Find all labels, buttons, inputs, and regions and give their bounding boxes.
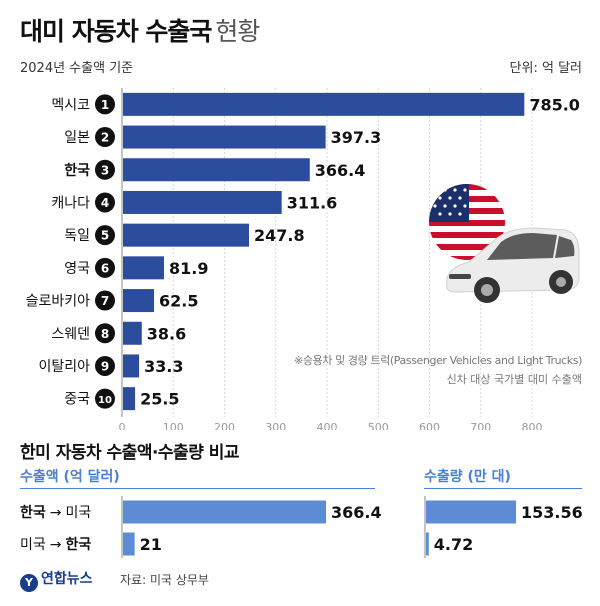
car-icon (446, 227, 580, 303)
rank-badge (95, 192, 115, 213)
amount-divider (20, 488, 375, 489)
x-tick-label: 500 (368, 421, 389, 430)
usa-flag-car-illustration (429, 184, 580, 303)
title-bold: 대미 자동차 수출국 (20, 17, 212, 46)
data-label: 33.3 (144, 357, 183, 376)
amount-value-label: 366.4 (331, 503, 382, 522)
data-label: 81.9 (169, 259, 208, 278)
to-country: 미국 (66, 505, 92, 521)
bar (123, 354, 140, 378)
x-tick-label: 100 (163, 421, 184, 430)
page-title: 대미 자동차 수출국 현황 (20, 12, 260, 48)
arrow-icon: → (50, 505, 62, 521)
rank-number: 1 (101, 98, 109, 112)
rank-number: 6 (101, 261, 109, 275)
comparison-title: 한미 자동차 수출액·수출량 비교 (20, 443, 240, 463)
footnote: ※승용차 및 경량 트럭(Passenger Vehicles and Ligh… (294, 354, 582, 367)
arrow-icon: → (50, 537, 62, 553)
x-tick-label: 0 (119, 421, 126, 430)
x-tick-label: 200 (214, 421, 235, 430)
bar (123, 289, 155, 313)
rank-number: 5 (101, 229, 109, 243)
rank-badge (95, 225, 115, 246)
volume-value-label: 4.72 (434, 535, 473, 554)
bar (123, 256, 164, 280)
data-label: 311.6 (287, 193, 338, 212)
volume-bar (426, 500, 516, 524)
source-label: 자료: 미국 상무부 (120, 573, 209, 587)
rank-number: 7 (101, 294, 109, 308)
x-tick-label: 600 (419, 421, 440, 430)
category-label: 일본 (64, 130, 90, 146)
volume-divider (424, 488, 582, 489)
volume-value-label: 153.56 (521, 503, 583, 522)
title-light: 현황 (215, 17, 260, 46)
unit-label: 단위: 억 달러 (509, 61, 582, 76)
from-country: 미국 (20, 537, 46, 553)
data-label: 785.0 (529, 95, 580, 114)
data-label: 38.6 (147, 324, 186, 343)
rank-number: 9 (101, 359, 109, 373)
rank-badge (95, 127, 115, 148)
to-country: 한국 (66, 537, 92, 553)
logo-text: 연합뉴스 (41, 571, 93, 587)
rank-number: 10 (98, 395, 112, 406)
rank-badge (95, 388, 115, 409)
data-label: 62.5 (159, 292, 198, 311)
footnote-sub: 신차 대상 국가별 대미 수출액 (446, 373, 582, 386)
bar (123, 158, 310, 182)
comparison-row-label: 한국 → 미국 (20, 505, 91, 521)
rank-badge (95, 355, 115, 376)
comparison-row-label: 미국 → 한국 (20, 537, 91, 553)
category-label: 멕시코 (51, 97, 90, 113)
volume-bar (426, 532, 429, 556)
category-label: 한국 (64, 163, 90, 179)
amount-value-label: 21 (140, 535, 162, 554)
rank-number: 8 (101, 327, 109, 341)
amount-legend: 수출액 (억 달러) (20, 469, 120, 485)
rank-number: 4 (101, 196, 109, 210)
data-label: 366.4 (315, 161, 366, 180)
rank-number: 2 (101, 131, 109, 145)
basis-label: 2024년 수출액 기준 (20, 61, 134, 76)
rank-badge (95, 290, 115, 311)
rank-badge (95, 159, 115, 180)
amount-bar (123, 500, 326, 524)
bar (123, 223, 249, 247)
bar (123, 190, 282, 214)
bar (123, 92, 525, 116)
amount-bar (123, 532, 135, 556)
bar (123, 125, 326, 149)
rank-badge (95, 323, 115, 344)
category-label: 슬로바키아 (26, 294, 91, 310)
category-label: 중국 (64, 392, 90, 408)
category-label: 영국 (64, 261, 90, 277)
yonhap-logo: Y 연합뉴스 (20, 568, 93, 592)
x-tick-label: 400 (317, 421, 338, 430)
rank-number: 3 (101, 163, 109, 177)
rank-badge (95, 257, 115, 278)
category-label: 캐나다 (51, 195, 90, 211)
bar (123, 387, 136, 411)
volume-legend: 수출량 (만 대) (424, 469, 511, 485)
logo-mark-icon: Y (20, 574, 38, 592)
from-country: 한국 (20, 505, 46, 521)
category-label: 이탈리아 (38, 359, 90, 375)
bar (123, 321, 142, 345)
data-label: 397.3 (331, 128, 382, 147)
category-label: 독일 (64, 228, 90, 244)
x-tick-label: 800 (522, 421, 543, 430)
data-label: 25.5 (140, 390, 179, 409)
x-tick-label: 300 (265, 421, 286, 430)
x-tick-label: 700 (470, 421, 491, 430)
data-label: 247.8 (254, 226, 305, 245)
rank-badge (95, 94, 115, 115)
ranking-bar-chart: 785.0 1 멕시코 397.3 2 일본 366.4 3 한국 311.6 4 캐나다 247.8 5… (26, 88, 580, 430)
category-label: 스웨덴 (51, 326, 90, 342)
